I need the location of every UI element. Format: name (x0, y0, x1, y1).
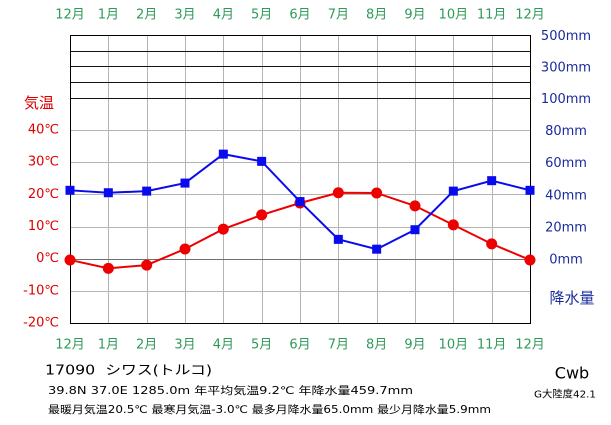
month-label-top: 6月 (289, 8, 310, 23)
month-label-bottom: 12月 (515, 338, 545, 353)
temperature-point (524, 254, 536, 266)
precipitation-point (218, 149, 228, 159)
precipitation-point (257, 156, 267, 166)
precipitation-axis-label: 降水量 (549, 289, 594, 307)
precipitation-tick-label: 20mm (545, 221, 587, 236)
temperature-point (371, 187, 383, 199)
month-label-bottom: 2月 (136, 338, 157, 353)
month-label-bottom: 3月 (174, 338, 195, 353)
precipitation-axis-ticks: 500mm 300mm 100mm 80mm 60mm 40mm 20mm 0mm (541, 29, 591, 268)
temperature-axis-ticks: 40℃ 30℃ 20℃ 10℃ 0℃ -10℃ -20℃ (23, 123, 59, 331)
month-label-top: 1月 (98, 8, 119, 23)
month-label-top: 9月 (404, 8, 425, 23)
climate-class-label: Cwb (555, 364, 589, 383)
month-label-bottom: 1月 (98, 338, 119, 353)
precipitation-point (410, 225, 420, 235)
plot-frame (70, 35, 531, 324)
month-label-bottom: 6月 (289, 338, 310, 353)
month-label-top: 5月 (251, 8, 272, 23)
plot-grid (70, 35, 531, 324)
precipitation-point (448, 186, 458, 196)
precipitation-point (333, 234, 343, 244)
temperature-point (64, 254, 76, 266)
month-label-bottom: 9月 (404, 338, 425, 353)
precipitation-tick-label: 80mm (545, 124, 587, 139)
temperature-point (332, 187, 344, 199)
precipitation-tick-label: 60mm (545, 156, 587, 171)
temperature-tick-label: 40℃ (28, 123, 59, 138)
precipitation-point (142, 186, 152, 196)
temperature-tick-label: -20℃ (23, 316, 59, 331)
month-label-top: 11月 (477, 8, 507, 23)
temperature-tick-label: 30℃ (28, 155, 59, 170)
temperature-point (179, 243, 191, 255)
precipitation-point (103, 188, 113, 198)
month-label-top: 12月 (55, 8, 85, 23)
month-label-bottom: 4月 (213, 338, 234, 353)
month-label-bottom: 12月 (55, 338, 85, 353)
month-label-top: 3月 (174, 8, 195, 23)
month-label-top: 7月 (328, 8, 349, 23)
precipitation-tick-label: 300mm (541, 60, 591, 75)
precipitation-point (295, 197, 305, 207)
month-labels-top: 12月 1月 2月 3月 4月 5月 6月 7月 8月 9月 10月 11月 12月 (55, 8, 545, 23)
precipitation-point (487, 176, 497, 186)
station-info-line: 39.8N 37.0E 1285.0m 年平均気温9.2℃ 年降水量459.7m… (48, 384, 413, 397)
month-label-bottom: 7月 (328, 338, 349, 353)
temperature-point (256, 209, 268, 221)
temperature-point (447, 219, 459, 231)
month-label-bottom: 10月 (439, 338, 469, 353)
precipitation-series (65, 149, 535, 254)
temperature-point (102, 262, 114, 274)
precipitation-point (525, 185, 535, 195)
temperature-tick-label: -10℃ (23, 283, 59, 298)
temperature-point (141, 259, 153, 271)
precipitation-point (180, 178, 190, 188)
precipitation-point (65, 185, 75, 195)
precipitation-tick-label: 100mm (541, 92, 591, 107)
month-label-top: 4月 (213, 8, 234, 23)
temperature-tick-label: 10℃ (28, 219, 59, 234)
month-label-top: 10月 (439, 8, 469, 23)
temperature-axis-label: 気温 (24, 94, 54, 112)
temperature-point (409, 200, 421, 212)
temperature-tick-label: 0℃ (36, 251, 59, 266)
month-label-top: 2月 (136, 8, 157, 23)
month-label-bottom: 11月 (477, 338, 507, 353)
month-label-top: 8月 (366, 8, 387, 23)
precipitation-point (372, 244, 382, 254)
precipitation-tick-label: 40mm (545, 188, 587, 203)
temperature-point (486, 238, 498, 250)
month-label-top: 12月 (515, 8, 545, 23)
month-label-bottom: 5月 (251, 338, 272, 353)
precipitation-tick-label: 0mm (549, 253, 583, 268)
station-title: 17090 シワス(トルコ) (45, 364, 212, 379)
temperature-point (217, 223, 229, 235)
station-extremes-line: 最暖月気温20.5℃ 最寒月気温-3.0℃ 最多月降水量65.0mm 最少月降水… (48, 403, 491, 416)
continentality-label: G大陸度42.1 (534, 388, 596, 401)
temperature-tick-label: 20℃ (28, 187, 59, 202)
month-labels-bottom: 12月 1月 2月 3月 4月 5月 6月 7月 8月 9月 10月 11月 12月 (55, 338, 545, 353)
precipitation-tick-label: 500mm (541, 29, 591, 44)
month-label-bottom: 8月 (366, 338, 387, 353)
